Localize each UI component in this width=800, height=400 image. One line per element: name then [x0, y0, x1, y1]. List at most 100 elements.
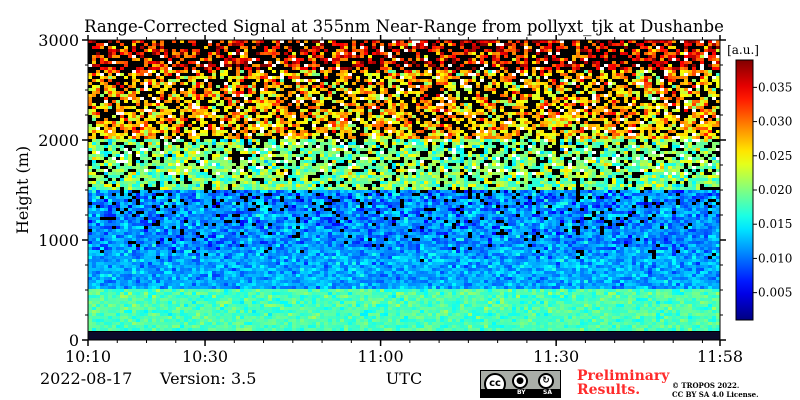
heatmap-cell	[332, 292, 336, 295]
heatmap-cell	[300, 211, 304, 214]
heatmap-cell	[172, 130, 176, 133]
heatmap-cell	[276, 154, 280, 157]
heatmap-cell	[144, 85, 148, 88]
heatmap-cell	[332, 121, 336, 124]
heatmap-cell	[132, 115, 136, 118]
heatmap-cell	[308, 277, 312, 280]
heatmap-cell	[152, 229, 156, 232]
heatmap-cell	[308, 250, 312, 253]
heatmap-cell	[284, 184, 288, 187]
heatmap-cell	[88, 235, 92, 238]
heatmap-cell	[224, 238, 228, 241]
heatmap-cell	[156, 76, 160, 79]
heatmap-cell	[268, 298, 272, 301]
heatmap-cell	[264, 256, 268, 259]
heatmap-cell	[160, 241, 164, 244]
heatmap-cell	[124, 283, 128, 286]
heatmap-cell	[96, 199, 100, 202]
heatmap-cell	[204, 109, 208, 112]
heatmap-cell	[284, 229, 288, 232]
heatmap-cell	[252, 277, 256, 280]
heatmap-cell	[212, 124, 216, 127]
heatmap-cell	[216, 187, 220, 190]
heatmap-cell	[248, 94, 252, 97]
heatmap-cell	[132, 217, 136, 220]
heatmap-cell	[232, 271, 236, 274]
heatmap-cell	[204, 127, 208, 130]
heatmap-cell	[88, 193, 92, 196]
heatmap-cell	[148, 58, 152, 61]
heatmap-cell	[308, 64, 312, 67]
heatmap-cell	[296, 289, 300, 292]
heatmap-cell	[292, 169, 296, 172]
heatmap-cell	[252, 232, 256, 235]
heatmap-cell	[160, 277, 164, 280]
heatmap-cell	[236, 310, 240, 313]
heatmap-cell	[176, 64, 180, 67]
heatmap-cell	[112, 247, 116, 250]
heatmap-cell	[300, 208, 304, 211]
heatmap-cell	[200, 301, 204, 304]
heatmap-cell	[124, 148, 128, 151]
heatmap-cell	[148, 103, 152, 106]
heatmap-cell	[124, 241, 128, 244]
heatmap-cell	[244, 133, 248, 136]
heatmap-cell	[120, 274, 124, 277]
heatmap-cell	[88, 109, 92, 112]
heatmap-cell	[196, 136, 200, 139]
heatmap-cell	[148, 88, 152, 91]
heatmap-cell	[228, 262, 232, 265]
heatmap-cell	[92, 208, 96, 211]
heatmap-cell	[192, 268, 196, 271]
heatmap-cell	[304, 163, 308, 166]
heatmap-cell	[248, 184, 252, 187]
heatmap-cell	[216, 49, 220, 52]
heatmap-cell	[88, 214, 92, 217]
heatmap-cell	[92, 205, 96, 208]
heatmap-cell	[340, 43, 344, 46]
heatmap-cell	[244, 298, 248, 301]
heatmap-cell	[164, 148, 168, 151]
heatmap-cell	[148, 283, 152, 286]
heatmap-cell	[132, 247, 136, 250]
heatmap-cell	[232, 310, 236, 313]
heatmap-cell	[104, 205, 108, 208]
heatmap-cell	[188, 262, 192, 265]
heatmap-cell	[296, 205, 300, 208]
chart-title: Range-Corrected Signal at 355nm Near-Ran…	[84, 17, 724, 36]
heatmap-cell	[108, 103, 112, 106]
heatmap-cell	[104, 121, 108, 124]
heatmap-cell	[240, 52, 244, 55]
heatmap-cell	[320, 316, 324, 319]
heatmap-cell	[292, 277, 296, 280]
heatmap-cell	[232, 247, 236, 250]
heatmap-cell	[192, 211, 196, 214]
heatmap-cell	[192, 241, 196, 244]
heatmap-cell	[180, 148, 184, 151]
heatmap-cell	[328, 301, 332, 304]
heatmap-cell	[296, 214, 300, 217]
heatmap-cell	[276, 145, 280, 148]
heatmap-cell	[192, 82, 196, 85]
heatmap-cell	[336, 196, 340, 199]
heatmap-cell	[252, 169, 256, 172]
heatmap-cell	[216, 127, 220, 130]
heatmap-cell	[160, 211, 164, 214]
heatmap-cell	[112, 160, 116, 163]
heatmap-cell	[132, 112, 136, 115]
heatmap-cell	[108, 70, 112, 73]
heatmap-cell	[296, 316, 300, 319]
heatmap-cell	[88, 94, 92, 97]
heatmap-cell	[100, 214, 104, 217]
heatmap-cell	[228, 148, 232, 151]
heatmap-cell	[336, 253, 340, 256]
heatmap-cell	[136, 145, 140, 148]
heatmap-cell	[152, 85, 156, 88]
heatmap-cell	[256, 289, 260, 292]
heatmap-cell	[292, 172, 296, 175]
heatmap-cell	[260, 292, 264, 295]
heatmap-cell	[340, 247, 344, 250]
heatmap-cell	[332, 169, 336, 172]
heatmap-cell	[284, 328, 288, 331]
heatmap-cell	[160, 82, 164, 85]
